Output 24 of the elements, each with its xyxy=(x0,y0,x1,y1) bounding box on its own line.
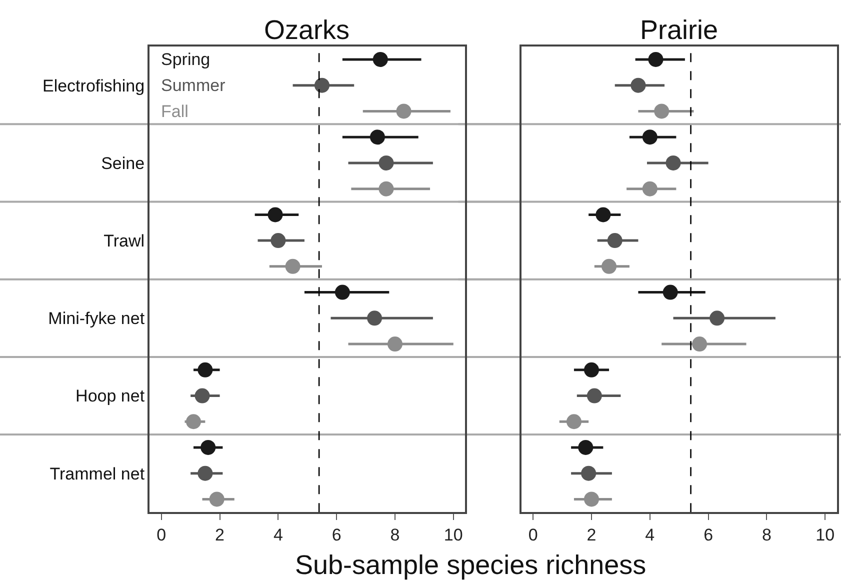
y-tick-label: Seine xyxy=(101,154,145,173)
text: Spring xyxy=(161,50,210,69)
x-tick-label: 8 xyxy=(762,525,772,544)
x-tick-label: 10 xyxy=(816,525,835,544)
x-tick-label: 6 xyxy=(332,525,342,544)
y-tick-label: Mini-fyke net xyxy=(48,309,145,328)
x-axis-title: Sub-sample species richness xyxy=(295,550,646,580)
x-tick-label: 0 xyxy=(156,525,166,544)
x-tick-label: 4 xyxy=(645,525,655,544)
y-tick-label: Trawl xyxy=(104,232,145,251)
chart-title: Ozarks xyxy=(264,15,350,45)
x-tick-label: 6 xyxy=(704,525,714,544)
x-tick-label: 10 xyxy=(444,525,463,544)
x-tick-label: 2 xyxy=(586,525,596,544)
chart-title: Prairie xyxy=(640,15,718,45)
y-tick-label: Trammel net xyxy=(50,464,145,484)
x-tick-label: 0 xyxy=(528,525,538,544)
x-tick-label: 2 xyxy=(215,525,225,544)
y-tick-label: Hoop net xyxy=(76,386,145,406)
text: Fall xyxy=(161,102,188,121)
text: Summer xyxy=(161,76,226,95)
x-tick-label: 4 xyxy=(273,525,283,544)
x-tick-label: 8 xyxy=(390,525,400,544)
y-tick-label: Electrofishing xyxy=(42,76,145,96)
